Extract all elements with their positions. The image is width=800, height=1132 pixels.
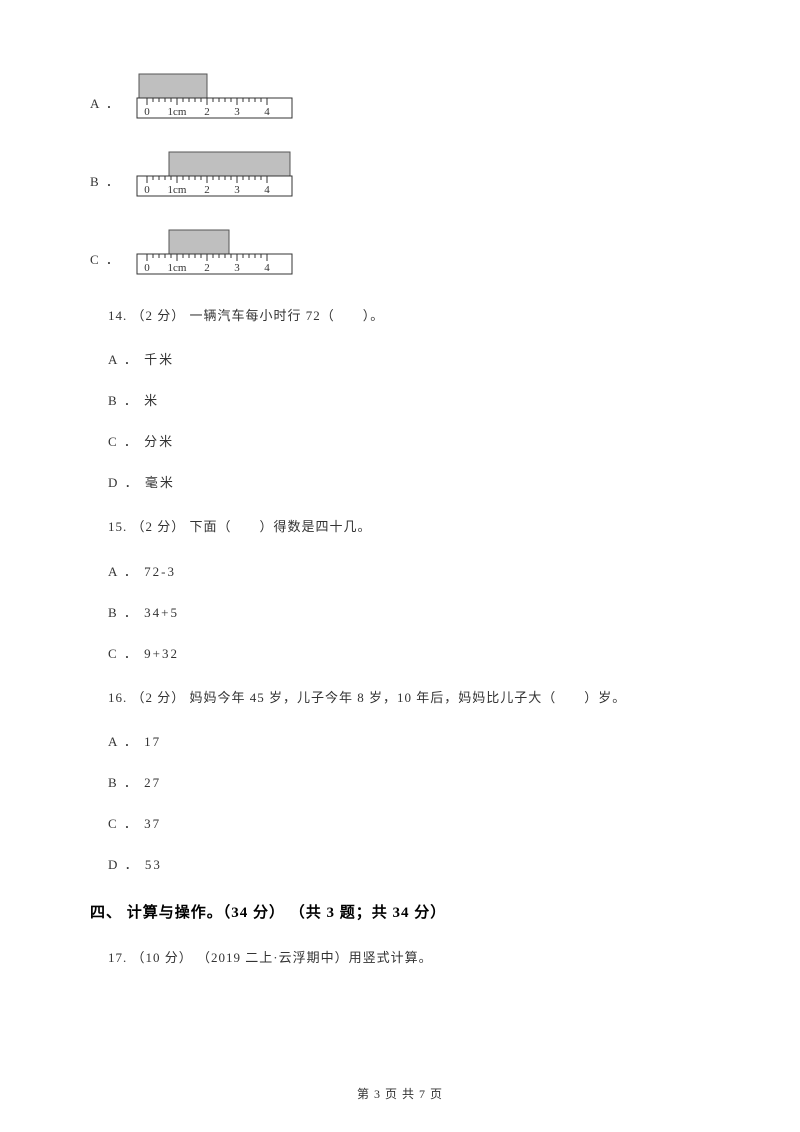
answer-option: D ． 53 [108, 854, 710, 873]
svg-text:2: 2 [204, 106, 210, 118]
answer-option: C ． 37 [108, 813, 710, 832]
ruler-option: C ． 0 1cm 2 3 4 [90, 226, 710, 276]
svg-text:4: 4 [264, 262, 270, 274]
svg-text:3: 3 [234, 262, 240, 274]
question-16: 16. （2 分） 妈妈今年 45 岁，儿子今年 8 岁，10 年后，妈妈比儿子… [108, 686, 710, 709]
answer-option: C ． 分米 [108, 431, 710, 450]
page-number: 第 3 页 共 7 页 [357, 1087, 443, 1101]
answer-option: B ． 34+5 [108, 602, 710, 621]
answer-option: D ． 毫米 [108, 472, 710, 491]
answer-option: A ． 17 [108, 731, 710, 750]
ruler-diagram: 0 1cm 2 3 4 [135, 226, 310, 276]
question-15: 15. （2 分） 下面（ ）得数是四十几。 [108, 515, 710, 538]
answer-option: C ． 9+32 [108, 643, 710, 662]
question-17: 17. （10 分） （2019 二上·云浮期中）用竖式计算。 [108, 946, 710, 969]
answer-option: B ． 27 [108, 772, 710, 791]
option-letter: B ． [90, 171, 121, 190]
ruler-diagram: 0 1cm 2 3 4 [135, 148, 310, 198]
svg-text:2: 2 [204, 262, 210, 274]
ruler-option: B ． 0 1cm 2 3 4 [90, 148, 710, 198]
option-letter: A ． [90, 93, 121, 112]
svg-text:1cm: 1cm [167, 184, 186, 196]
question-14: 14. （2 分） 一辆汽车每小时行 72（ ）。 [108, 304, 710, 327]
svg-text:1cm: 1cm [167, 106, 186, 118]
ruler-diagram: 0 1cm 2 3 4 [135, 70, 310, 120]
answer-option: B ． 米 [108, 390, 710, 409]
svg-text:4: 4 [264, 184, 270, 196]
page-footer: 第 3 页 共 7 页 [0, 1085, 800, 1102]
answer-option: A ． 千米 [108, 349, 710, 368]
section-heading: 四、 计算与操作。（34 分） （共 3 题；共 34 分） [90, 901, 710, 922]
answer-option: A ． 72-3 [108, 561, 710, 580]
svg-text:0: 0 [144, 262, 150, 274]
ruler-option: A ． 0 1cm 2 3 4 [90, 70, 710, 120]
svg-text:2: 2 [204, 184, 210, 196]
svg-text:0: 0 [144, 184, 150, 196]
svg-text:4: 4 [264, 106, 270, 118]
svg-text:3: 3 [234, 184, 240, 196]
option-letter: C ． [90, 249, 121, 268]
svg-text:0: 0 [144, 106, 150, 118]
svg-text:3: 3 [234, 106, 240, 118]
svg-text:1cm: 1cm [167, 262, 186, 274]
